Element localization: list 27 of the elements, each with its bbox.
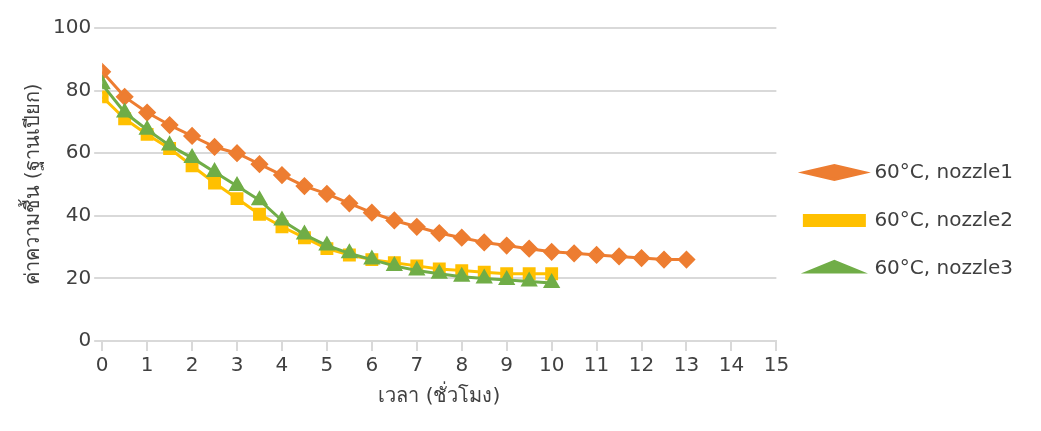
x-tick-label: 13: [673, 352, 700, 377]
x-tick-label: 3: [230, 352, 244, 377]
x-tick-label: 5: [320, 352, 334, 377]
legend-label: 60°C, nozzle3: [874, 254, 1013, 279]
x-tick-label: 2: [185, 352, 199, 377]
x-tick-label: 8: [455, 352, 469, 377]
x-tick-label: 14: [718, 352, 745, 377]
y-tick-label: 40: [65, 202, 92, 226]
x-tick-label: 4: [275, 352, 289, 377]
x-tick-label: 9: [500, 352, 514, 377]
x-tick-label: 15: [763, 352, 790, 377]
x-tick-label: 6: [365, 352, 379, 377]
y-tick-label: 20: [65, 264, 92, 289]
x-tick-label: 11: [583, 352, 610, 377]
x-tick-label: 7: [410, 352, 424, 377]
x-tick-label: 10: [538, 352, 565, 377]
y-tick-label: 60: [65, 139, 92, 164]
x-tick-label: 0: [95, 352, 109, 377]
y-tick-label: 0: [78, 327, 92, 352]
legend-label: 60°C, nozzle2: [874, 206, 1013, 231]
x-axis-title: เวลา (ชั่วโมง): [378, 381, 501, 408]
legend-label: 60°C, nozzle1: [874, 158, 1013, 183]
x-tick-label: 1: [140, 352, 154, 377]
y-axis-title: ค่าความชื้น (ฐานเปียก): [18, 83, 45, 286]
x-tick-label: 12: [628, 352, 655, 377]
y-tick-label: 80: [65, 76, 92, 101]
y-tick-label: 100: [52, 14, 92, 39]
